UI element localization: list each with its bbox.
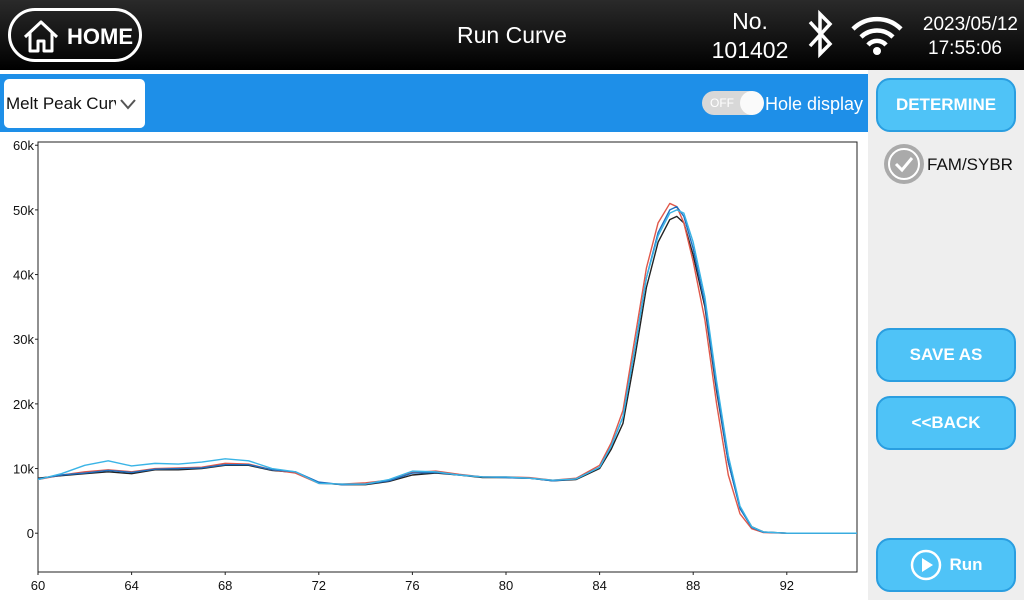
dropdown-label: Melt Peak Curve	[6, 94, 116, 113]
x-tick-label: 72	[312, 578, 326, 593]
melt-curve	[37, 209, 857, 534]
x-tick-label: 80	[499, 578, 513, 593]
x-tick-label: 68	[218, 578, 232, 593]
plot-area	[37, 141, 858, 573]
run-button[interactable]: Run	[876, 538, 1016, 592]
curve-dropdown[interactable]: Melt Peak Curve	[4, 79, 145, 128]
wifi-icon	[851, 16, 903, 55]
save-as-button[interactable]: SAVE AS	[876, 328, 1016, 382]
toggle-label: Hole display	[765, 94, 864, 114]
time: 17:55:06	[928, 38, 1002, 59]
date: 2023/05/12	[922, 14, 1018, 35]
y-tick-label: 0	[27, 526, 34, 541]
y-tick-label: 20k	[13, 397, 34, 412]
top-bar	[0, 0, 1024, 70]
check-icon	[888, 148, 920, 180]
x-tick-label: 88	[686, 578, 700, 593]
y-tick-label: 10k	[13, 462, 34, 477]
determine-button[interactable]: DETERMINE	[876, 78, 1016, 132]
bluetooth-icon	[808, 9, 833, 59]
number-value: 101402	[711, 37, 789, 63]
x-tick-label: 76	[405, 578, 419, 593]
home-label: HOME	[67, 24, 133, 49]
page-title: Run Curve	[457, 22, 567, 48]
back-button[interactable]: <<BACK	[876, 396, 1016, 450]
run-label: Run	[949, 555, 983, 574]
y-tick-label: 30k	[13, 332, 34, 347]
run-icon	[911, 549, 942, 581]
home-icon	[23, 20, 59, 53]
dropdown-arrow	[120, 99, 136, 110]
number-label: No.	[732, 8, 768, 34]
x-tick-label: 64	[124, 578, 138, 593]
y-tick-label: 40k	[13, 268, 34, 283]
toggle-knob	[740, 91, 764, 115]
channel-checkbox[interactable]	[884, 144, 924, 184]
x-tick-label: 92	[780, 578, 794, 593]
x-tick-label: 84	[592, 578, 606, 593]
home-button[interactable]: HOME	[8, 8, 142, 62]
chart: 0 10k 20k 30k 40k 50k 60k 60 64 68 72 76 80 84 88 92	[13, 138, 858, 593]
toggle-state: OFF	[710, 96, 734, 110]
y-tick-label: 60k	[13, 138, 34, 153]
channel-label: FAM/SYBR	[927, 155, 1013, 174]
x-tick-label: 60	[31, 578, 45, 593]
y-tick-label: 50k	[13, 203, 34, 218]
hole-toggle[interactable]: OFF	[702, 91, 764, 115]
